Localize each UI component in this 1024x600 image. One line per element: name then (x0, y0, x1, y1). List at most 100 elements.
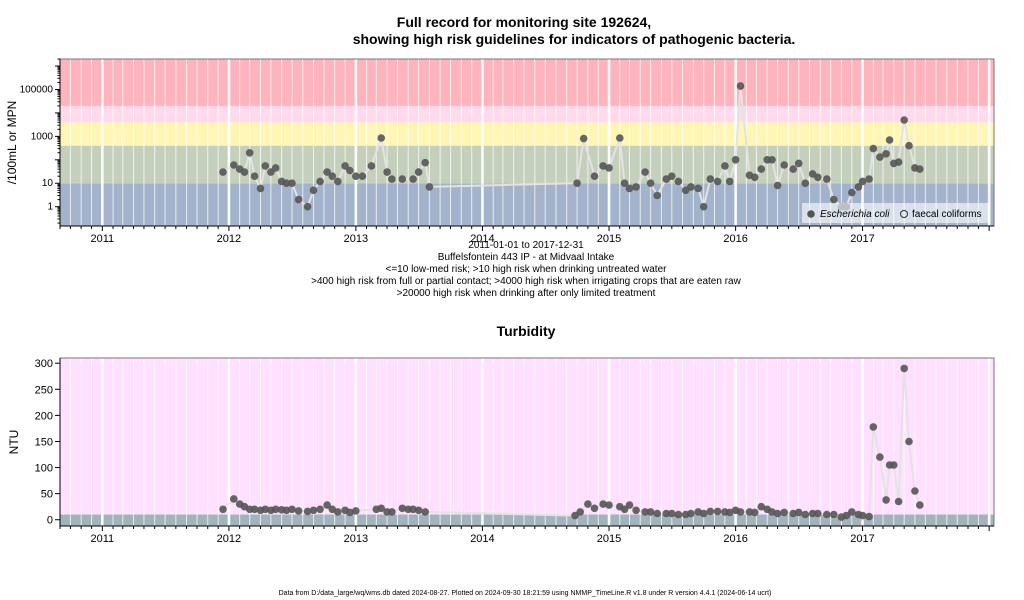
panel2-y-tick-label: 0 (47, 515, 53, 527)
panel1-data-point (731, 156, 740, 164)
panel2-y-tick-label: 50 (41, 489, 53, 501)
panel1-y-tick-label: 1 (47, 202, 53, 213)
panel1-data-point (388, 175, 396, 183)
panel1-data-point (646, 179, 655, 187)
panel1-x-tick-label: 2015 (597, 233, 621, 245)
panel2-data-point (900, 364, 908, 373)
panel2-data-point (599, 500, 607, 508)
panel1-data-point (377, 134, 386, 142)
panel2-data-point (882, 496, 890, 504)
panel2-data-point (250, 505, 259, 514)
panel1-data-point (323, 168, 331, 176)
panel1-data-point (773, 181, 782, 190)
panel2-y-tick-label: 100 (35, 463, 53, 475)
panel2-data-point (388, 508, 396, 516)
panel2-data-point (713, 507, 722, 516)
panel1-x-tick-label: 2013 (344, 233, 368, 245)
panel2-band-2 (60, 358, 994, 515)
panel2-data-point (414, 506, 423, 515)
panel1-data-point (736, 82, 745, 90)
panel1-data-point (219, 168, 227, 176)
panel1-data-point (768, 156, 776, 164)
panel1-y-tick-label: 10 (42, 178, 54, 189)
panel2-data-point (674, 510, 683, 519)
panel1-data-point (346, 166, 354, 175)
panel2-data-point (911, 487, 919, 495)
panel1-data-point (294, 195, 303, 204)
panel2-x-tick-label: 2016 (723, 533, 747, 545)
panel1-data-point (668, 172, 676, 180)
panel2-data-point (858, 511, 867, 520)
panel2-data-point (814, 509, 822, 518)
caption-line-4: >400 high risk from full or partial cont… (311, 276, 741, 287)
panel1-data-point (725, 177, 734, 186)
panel2-data-point (590, 504, 599, 513)
caption-line-5: >20000 high risk when drinking after onl… (397, 288, 656, 299)
panel2-data-point (653, 509, 661, 518)
panel2-data-point (750, 508, 759, 517)
panel1-data-point (905, 141, 913, 150)
panel1-band-5 (60, 59, 994, 106)
panel1-x-tick-label: 2017 (850, 233, 874, 245)
panel1-data-point (250, 172, 259, 180)
panel2-data-point (421, 508, 430, 516)
panel1-data-point (823, 175, 831, 183)
panel1-data-point (616, 134, 624, 142)
panel2-data-point (668, 509, 676, 518)
caption-line-3: <=10 low-med risk; >10 high risk when dr… (386, 264, 668, 275)
panel1-data-point (699, 202, 708, 211)
panel1-data-point (789, 165, 797, 173)
panel2-data-point (261, 505, 270, 514)
panel2-data-point (334, 508, 342, 516)
panel1-band-3 (60, 122, 994, 146)
panel1-x-tick-label: 2014 (470, 233, 494, 245)
panel2-data-point (605, 501, 613, 509)
panel2-data-point (316, 505, 324, 514)
panel2-data-point (398, 504, 407, 513)
panel2-y-axis-label: NTU (7, 430, 21, 455)
panel1-data-point (865, 175, 873, 183)
chart-title-line-2: showing high risk guidelines for indicat… (353, 31, 796, 47)
panel2-data-point (808, 509, 817, 518)
panel1-data-point (885, 136, 894, 144)
legend-marker-faecal-coliforms (900, 210, 908, 218)
panel2-data-point (830, 510, 838, 519)
panel2-band-1 (60, 514, 994, 526)
panel1-data-point (780, 161, 788, 169)
panel2-data-point (905, 437, 913, 446)
panel1-data-point (341, 162, 349, 170)
panel1-data-point (414, 168, 423, 176)
panel1-data-point (579, 134, 588, 143)
panel2-data-point (869, 423, 878, 431)
footer-note: Data from D:/data_large/wq/wms.db dated … (279, 590, 772, 597)
panel2-data-point (309, 506, 318, 515)
caption-line-2: Buffelsfontein 443 IP - at Midvaal Intak… (438, 252, 615, 263)
panel2-data-point (780, 508, 788, 517)
panel2-data-point (865, 512, 873, 521)
panel1-data-point (421, 158, 430, 167)
panel1-data-point (814, 173, 822, 182)
panel2-data-point (352, 507, 360, 515)
panel1-data-point (605, 164, 613, 172)
panel1-data-point (620, 179, 629, 187)
panel2-y-tick-label: 300 (35, 358, 53, 370)
panel1-data-point (282, 179, 291, 187)
panel2-data-point (876, 453, 884, 461)
panel2-data-point (584, 500, 592, 508)
panel2-data-point (323, 501, 331, 509)
caption-line-1: 2011-01-01 to 2017-12-31 (468, 240, 584, 251)
panel1-data-point (398, 175, 407, 183)
panel1-data-point (653, 191, 661, 200)
panel2-x-tick-label: 2012 (217, 533, 241, 545)
panel1-data-point (713, 177, 722, 186)
panel1-data-point (261, 162, 270, 170)
panel1-band-2 (60, 145, 994, 184)
panel1-data-point (900, 116, 908, 124)
panel1-x-tick-label: 2016 (723, 233, 747, 245)
panel1-y-tick-label: 1000 (31, 131, 54, 142)
turbidity-title: Turbidity (497, 323, 556, 339)
panel2-x-tick-label: 2014 (470, 533, 494, 545)
panel1-data-point (854, 183, 863, 191)
panel1-data-point (721, 162, 729, 170)
panel1-data-point (757, 165, 766, 173)
